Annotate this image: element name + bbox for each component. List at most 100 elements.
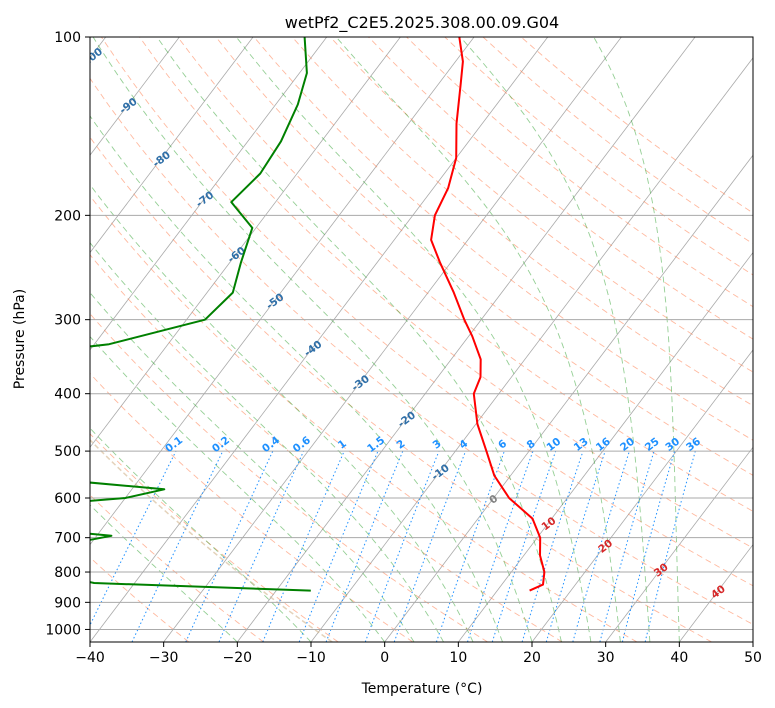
mixing-ratio-line — [644, 450, 696, 642]
dry-adiabat-line — [90, 254, 563, 642]
x-axis-ticks: −40 −30 −20 −10 0 10 20 30 40 50 — [75, 642, 762, 666]
x-tick-label: −30 — [149, 650, 179, 666]
dry-adiabat-line — [177, 37, 753, 512]
dry-adiabat-line — [520, 37, 753, 214]
mixing-ratio-line — [364, 450, 440, 642]
dry-adiabat-line — [90, 195, 638, 642]
mixing-ratio-line — [435, 450, 505, 642]
mixing-ratio-label: 1.5 — [365, 434, 387, 455]
mixing-ratio-label: 0.1 — [163, 434, 185, 455]
mixing-ratio-line — [185, 450, 274, 642]
isotherm-value-label: -10 — [429, 462, 451, 483]
isotherm-value-label: -40 — [302, 338, 324, 359]
mixing-ratio-label: 6 — [496, 438, 509, 452]
isotherm-value-label: -70 — [194, 189, 216, 210]
isotherm-line — [90, 37, 401, 448]
y-axis-label: Pressure (hPa) — [12, 289, 28, 389]
dry-adiabat-line — [90, 136, 712, 642]
isotherm-line — [90, 37, 254, 254]
chart-title: wetPf2_C2E5.2025.308.00.09.G04 — [285, 13, 559, 33]
isotherm-line — [310, 57, 753, 642]
x-tick-label: 40 — [670, 650, 688, 666]
moist-adiabat-line — [235, 37, 592, 642]
mixing-ratio-line — [621, 450, 676, 642]
dewpoint-profile-line — [90, 37, 311, 592]
moist-adiabat-line — [335, 37, 621, 642]
mixing-ratio-line — [218, 450, 305, 642]
isotherm-line — [384, 154, 753, 642]
mixing-ratio-line — [599, 450, 655, 642]
y-tick-label: 300 — [54, 313, 81, 329]
isotherm-line — [605, 446, 753, 642]
y-tick-label: 1000 — [45, 622, 81, 638]
saturation-guide-line — [90, 438, 333, 642]
y-tick-label: 400 — [54, 387, 81, 403]
moist-adiabat-line — [90, 292, 415, 642]
isotherm-line — [531, 349, 753, 642]
moist-adiabat-line — [90, 242, 444, 642]
dry-adiabat-line — [406, 37, 753, 308]
y-tick-label: 800 — [54, 565, 81, 581]
isotherm-value-label: -50 — [264, 291, 286, 312]
isotherm-value-label: -90 — [117, 96, 139, 117]
mixing-ratio-line — [491, 450, 557, 642]
mixing-ratio-label: 0.4 — [260, 434, 282, 455]
x-tick-label: 20 — [523, 650, 541, 666]
isotherm-line — [90, 37, 475, 546]
temperature-profile-line — [430, 37, 546, 592]
y-tick-label: 700 — [54, 531, 81, 547]
y-tick-label: 600 — [54, 491, 81, 507]
isotherm-line — [163, 37, 622, 642]
mixing-ratio-label: 3 — [431, 438, 444, 452]
moist-adiabat-line — [90, 504, 238, 642]
y-axis-ticks: 100 200 300 400 500 600 700 800 900 1000 — [45, 30, 90, 638]
mixing-ratio-line — [572, 450, 630, 642]
x-tick-label: 10 — [449, 650, 467, 666]
isotherm-line — [752, 641, 753, 642]
isotherm-value-label: -20 — [396, 409, 418, 430]
y-tick-label: 200 — [54, 208, 81, 224]
isotherm-line — [90, 37, 549, 642]
y-tick-label: 500 — [54, 444, 81, 460]
isotherm-line — [679, 543, 753, 642]
mixing-ratio-line — [262, 450, 345, 642]
mixing-ratio-label: 1 — [336, 438, 349, 452]
isotherm-line — [90, 37, 180, 156]
mixing-ratio-label: 2 — [394, 438, 407, 452]
moist-adiabat-line — [156, 37, 562, 642]
moist-adiabat-line — [92, 37, 533, 642]
dry-adiabat-line — [291, 37, 753, 407]
isotherm-value-label: 0 — [487, 493, 500, 507]
dry-adiabat-line — [90, 313, 488, 642]
line-value-labels: 0.1 0.2 0.4 0.6 1 1.5 2 3 4 6 8 10 13 16 20 25 30 36-100-… — [90, 46, 728, 602]
mixing-ratio-line — [393, 450, 467, 642]
dry-adiabat-line — [215, 37, 753, 476]
mixing-ratio-line — [325, 450, 404, 642]
mixing-ratio-line — [467, 450, 534, 642]
moist-adiabat-line — [593, 37, 680, 642]
isotherm-value-label: -30 — [350, 373, 372, 394]
moist-adiabat-line — [460, 37, 651, 642]
y-tick-label: 900 — [54, 595, 81, 611]
dry-adiabat-line — [368, 37, 753, 340]
x-tick-label: −20 — [223, 650, 253, 666]
isotherm-value-label: -80 — [151, 149, 173, 170]
isobar-gridlines — [90, 37, 753, 630]
x-axis-label: Temperature (°C) — [361, 681, 483, 697]
mixing-ratio-line — [298, 450, 379, 642]
y-tick-label: 100 — [54, 30, 81, 46]
mixing-ratio-line — [90, 450, 177, 627]
plot-frame — [89, 36, 754, 643]
dry-adiabat-line — [90, 372, 414, 642]
dry-adiabat-line — [90, 556, 190, 642]
moist-adiabat-line — [90, 184, 474, 642]
moist-adiabat-line — [90, 335, 386, 642]
mixing-ratio-line — [521, 450, 584, 642]
x-tick-label: −10 — [296, 650, 326, 666]
mixing-ratio-line — [545, 450, 606, 642]
x-tick-label: 0 — [380, 650, 389, 666]
mixing-ratio-label: 0.6 — [291, 434, 313, 455]
sounding-profiles — [90, 37, 546, 592]
dry-adiabat-line — [90, 433, 339, 642]
